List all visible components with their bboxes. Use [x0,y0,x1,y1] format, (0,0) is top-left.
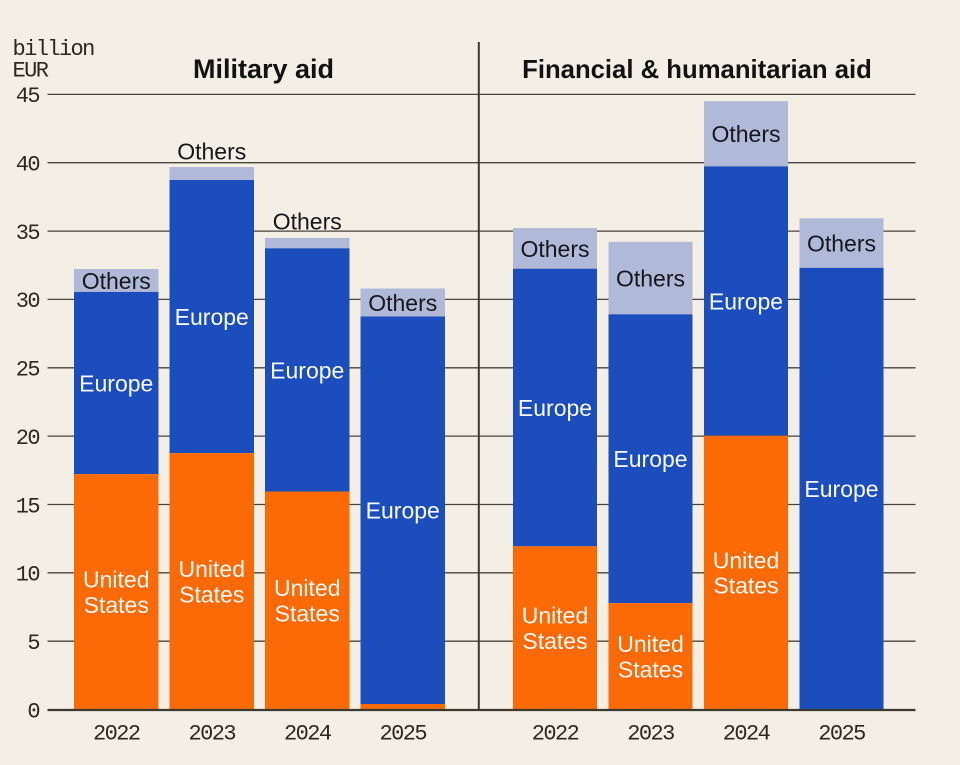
svg-text:30: 30 [16,289,40,314]
svg-text:15: 15 [16,494,40,519]
svg-text:EUR: EUR [13,58,49,83]
svg-text:States: States [275,601,340,627]
svg-text:States: States [179,581,244,607]
svg-text:States: States [84,592,149,618]
svg-text:5: 5 [27,631,39,656]
svg-text:Europe: Europe [804,476,878,502]
svg-text:45: 45 [16,84,40,109]
svg-text:United: United [179,556,245,582]
svg-text:2025: 2025 [380,722,427,747]
svg-text:25: 25 [16,358,40,383]
svg-text:Others: Others [177,138,246,164]
svg-text:Europe: Europe [366,498,440,524]
svg-text:Europe: Europe [175,304,249,330]
svg-text:Others: Others [520,236,589,262]
svg-text:United: United [274,575,340,601]
svg-text:2022: 2022 [532,722,579,747]
svg-text:2024: 2024 [284,722,332,747]
svg-text:United: United [83,567,149,593]
svg-text:United: United [522,603,588,629]
svg-text:2023: 2023 [627,722,674,747]
svg-text:Others: Others [273,208,342,234]
svg-text:States: States [522,628,587,654]
svg-text:Others: Others [616,265,685,291]
svg-text:Europe: Europe [613,446,687,472]
svg-text:Others: Others [711,121,780,147]
svg-text:2023: 2023 [189,722,236,747]
svg-text:20: 20 [16,426,40,451]
svg-text:billion: billion [13,37,95,62]
svg-text:40: 40 [16,153,40,178]
svg-text:10: 10 [16,563,40,588]
svg-text:Others: Others [82,268,151,294]
svg-text:United: United [713,547,779,573]
svg-text:Europe: Europe [709,288,783,314]
svg-text:Europe: Europe [518,395,592,421]
svg-text:Others: Others [807,230,876,256]
svg-text:United: United [617,631,683,657]
svg-text:2022: 2022 [93,722,140,747]
svg-text:States: States [713,573,778,599]
svg-text:Europe: Europe [270,357,344,383]
svg-text:Financial & humanitarian aid: Financial & humanitarian aid [522,56,872,84]
svg-text:0: 0 [27,699,39,724]
svg-text:Others: Others [368,290,437,316]
svg-text:Europe: Europe [79,370,153,396]
svg-text:2024: 2024 [723,722,771,747]
svg-text:Military aid: Military aid [193,54,334,84]
svg-text:2025: 2025 [818,722,865,747]
svg-text:States: States [618,656,683,682]
svg-text:35: 35 [16,221,40,246]
